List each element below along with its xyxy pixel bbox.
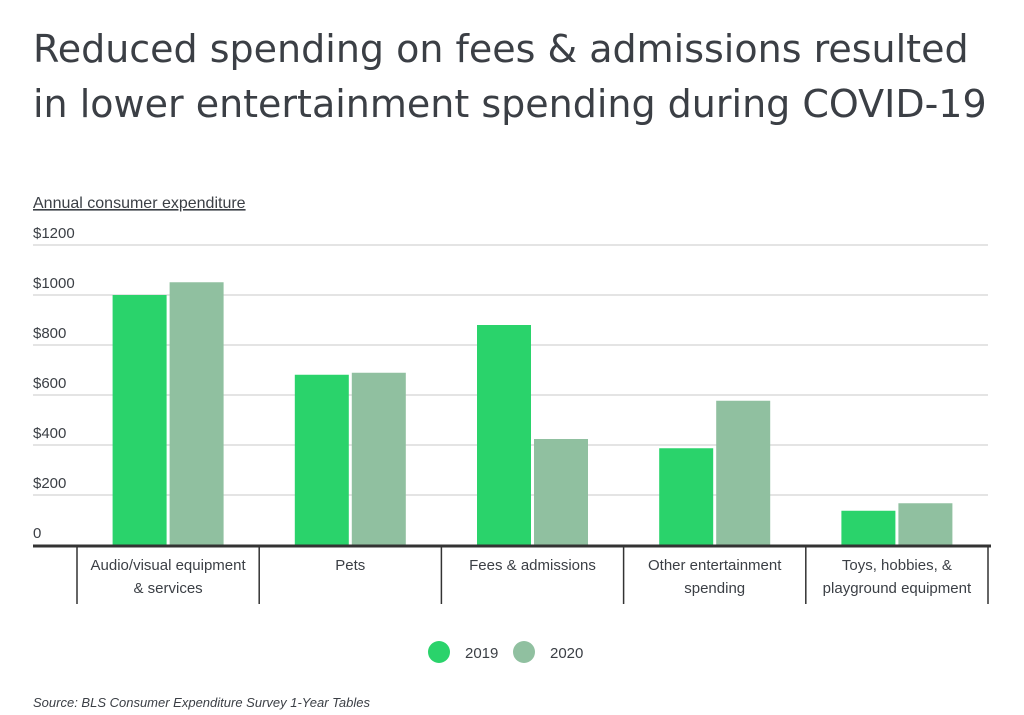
bar-2019-2 <box>477 325 531 545</box>
y-tick-label: $600 <box>33 375 66 392</box>
bar-2020-2 <box>534 439 588 545</box>
source-note: Source: BLS Consumer Expenditure Survey … <box>33 695 370 710</box>
bar-2020-4 <box>898 503 953 545</box>
y-tick-label: $400 <box>33 425 66 442</box>
legend-swatch-2019 <box>428 641 450 663</box>
x-tick-label: & services <box>134 580 203 597</box>
y-tick-label: $800 <box>33 325 66 342</box>
y-tick-label: $1200 <box>33 225 75 242</box>
bars <box>112 282 953 545</box>
bar-2019-0 <box>112 295 167 545</box>
bar-2020-3 <box>716 400 771 545</box>
x-tick-label: Audio/visual equipment <box>91 557 247 574</box>
chart-title-line-1: Reduced spending on fees & admissions re… <box>33 27 969 71</box>
bar-2020-0 <box>169 282 224 545</box>
legend: 2019 2020 <box>428 641 583 663</box>
y-axis-label: Annual consumer expenditure <box>33 195 246 212</box>
y-tick-label: 0 <box>33 525 41 542</box>
x-tick-label: spending <box>684 580 745 597</box>
bar-2019-3 <box>659 448 714 545</box>
x-tick-label: Toys, hobbies, & <box>842 557 952 574</box>
x-tick-label: Pets <box>335 557 365 574</box>
x-tick-label: Fees & admissions <box>469 557 596 574</box>
y-tick-label: $200 <box>33 475 66 492</box>
y-tick-label: $1000 <box>33 275 75 292</box>
legend-label-2020: 2020 <box>550 645 583 662</box>
legend-label-2019: 2019 <box>465 645 498 662</box>
bar-2019-4 <box>841 510 896 545</box>
chart-title-line-2: in lower entertainment spending during C… <box>33 82 987 126</box>
x-tick-label: Other entertainment <box>648 557 782 574</box>
bar-2019-1 <box>294 374 349 545</box>
legend-swatch-2020 <box>513 641 535 663</box>
bar-2020-1 <box>351 372 406 545</box>
x-axis: Audio/visual equipment & services Pets Fees… <box>33 544 991 604</box>
x-tick-label: playground equipment <box>823 580 972 597</box>
